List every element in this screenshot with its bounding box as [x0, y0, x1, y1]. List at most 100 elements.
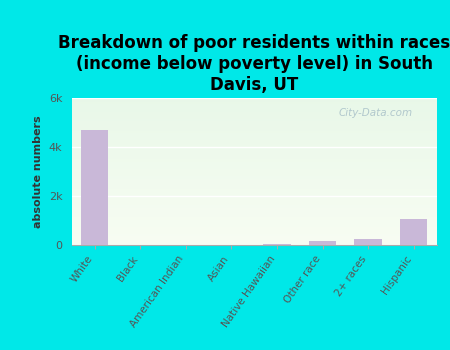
Bar [72, 193, 436, 194]
Bar [72, 218, 436, 219]
Bar [72, 234, 436, 235]
Bar [72, 203, 436, 204]
Bar [72, 130, 436, 131]
Bar [72, 118, 436, 119]
Bar [72, 175, 436, 176]
Bar [72, 231, 436, 232]
Bar [72, 129, 436, 130]
Bar [72, 185, 436, 186]
Bar [72, 205, 436, 206]
Bar [72, 108, 436, 109]
Bar [72, 162, 436, 163]
Bar [72, 137, 436, 138]
Bar [72, 199, 436, 200]
Bar [72, 202, 436, 203]
Bar [72, 169, 436, 170]
Bar [72, 217, 436, 218]
Bar [72, 240, 436, 241]
Bar [72, 150, 436, 151]
Bar [72, 208, 436, 209]
Bar [72, 116, 436, 117]
Bar [72, 102, 436, 103]
Bar [72, 225, 436, 226]
Bar [72, 127, 436, 128]
Bar [72, 164, 436, 165]
Bar [72, 99, 436, 100]
Bar [72, 189, 436, 190]
Bar [72, 206, 436, 207]
Bar [81, 130, 108, 245]
Bar [72, 142, 436, 143]
Bar [72, 152, 436, 153]
Bar [72, 131, 436, 132]
Bar [72, 110, 436, 111]
Bar [72, 160, 436, 161]
Bar [72, 180, 436, 181]
Bar [309, 241, 336, 245]
Bar [72, 176, 436, 177]
Bar [72, 230, 436, 231]
Bar [72, 243, 436, 244]
Bar [72, 177, 436, 178]
Bar [72, 139, 436, 140]
Bar [72, 138, 436, 139]
Bar [72, 223, 436, 224]
Bar [72, 229, 436, 230]
Bar [72, 222, 436, 223]
Bar [72, 242, 436, 243]
Bar [72, 216, 436, 217]
Bar [72, 155, 436, 156]
Bar [400, 219, 428, 245]
Bar [355, 239, 382, 245]
Bar [72, 235, 436, 236]
Bar [72, 105, 436, 106]
Bar [72, 125, 436, 126]
Bar [72, 112, 436, 113]
Bar [72, 149, 436, 150]
Bar [72, 100, 436, 101]
Bar [72, 120, 436, 121]
Bar [72, 224, 436, 225]
Bar [72, 101, 436, 102]
Bar [72, 183, 436, 184]
Bar [72, 233, 436, 234]
Bar [72, 122, 436, 123]
Bar [72, 232, 436, 233]
Bar [72, 153, 436, 154]
Bar [72, 151, 436, 152]
Bar [72, 200, 436, 201]
Bar [72, 161, 436, 162]
Bar [72, 186, 436, 187]
Bar [72, 241, 436, 242]
Bar [72, 117, 436, 118]
Bar [72, 133, 436, 134]
Bar [72, 144, 436, 145]
Bar [72, 191, 436, 192]
Bar [72, 211, 436, 212]
Bar [72, 187, 436, 188]
Bar [72, 147, 436, 148]
Bar [72, 148, 436, 149]
Bar [72, 190, 436, 191]
Bar [72, 214, 436, 215]
Bar [72, 159, 436, 160]
Bar [72, 98, 436, 99]
Bar [72, 121, 436, 122]
Bar [72, 111, 436, 112]
Bar [72, 158, 436, 159]
Bar [72, 154, 436, 155]
Bar [72, 212, 436, 213]
Bar [72, 228, 436, 229]
Bar [72, 132, 436, 133]
Bar [72, 188, 436, 189]
Y-axis label: absolute numbers: absolute numbers [33, 115, 43, 228]
Bar [72, 194, 436, 195]
Bar [72, 136, 436, 137]
Bar [72, 140, 436, 141]
Bar [72, 227, 436, 228]
Bar [72, 179, 436, 180]
Bar [72, 192, 436, 193]
Bar [72, 207, 436, 208]
Bar [72, 106, 436, 107]
Bar [72, 141, 436, 142]
